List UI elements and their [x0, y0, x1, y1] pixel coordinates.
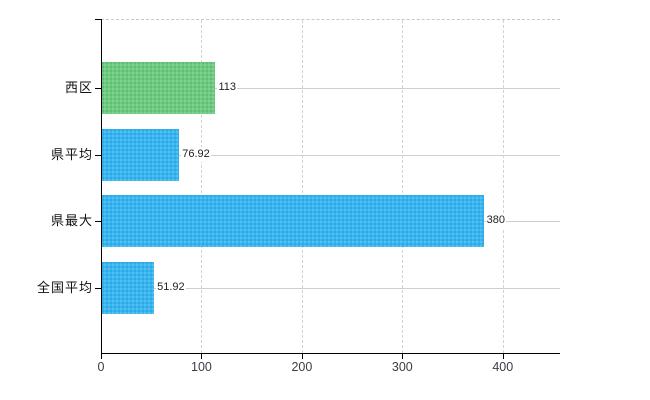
h-gridline — [101, 154, 560, 156]
x-tick-label: 300 — [391, 360, 413, 374]
y-axis-top-tick — [95, 19, 101, 20]
bar-2 — [102, 195, 484, 247]
bar-1 — [102, 128, 180, 181]
v-gridline — [502, 20, 504, 353]
plot-top-border — [101, 19, 560, 20]
x-tick-label: 200 — [291, 360, 313, 374]
bar-3 — [102, 261, 155, 314]
category-label: 県最大 — [50, 213, 93, 228]
v-gridline — [301, 20, 303, 353]
bar-value-label: 380 — [485, 213, 507, 228]
x-axis-line — [101, 353, 560, 354]
h-gridline — [101, 287, 560, 289]
y-axis-tick — [95, 154, 101, 156]
x-axis-tick — [402, 353, 404, 359]
category-label: 全国平均 — [36, 279, 93, 295]
y-axis-tick — [95, 88, 101, 89]
h-gridline — [101, 88, 560, 89]
x-tick-label: 100 — [191, 360, 212, 374]
category-label: 西区 — [64, 80, 93, 95]
y-axis-tick — [95, 221, 101, 222]
category-label: 県平均 — [50, 146, 93, 162]
x-tick-label: 0 — [97, 360, 105, 374]
x-tick-label: 400 — [492, 360, 514, 374]
bar-value-label: 76.92 — [181, 146, 211, 162]
x-axis-tick — [502, 353, 504, 359]
y-axis-line — [101, 19, 102, 354]
bar-value-label: 51.92 — [156, 279, 186, 295]
v-gridline — [402, 20, 404, 353]
y-axis-tick — [95, 287, 101, 289]
x-axis-tick — [101, 353, 102, 359]
x-axis-tick — [201, 353, 203, 359]
v-gridline — [201, 20, 203, 353]
x-axis-tick — [301, 353, 303, 359]
bar-0 — [102, 62, 216, 114]
bar-value-label: 113 — [217, 80, 238, 95]
